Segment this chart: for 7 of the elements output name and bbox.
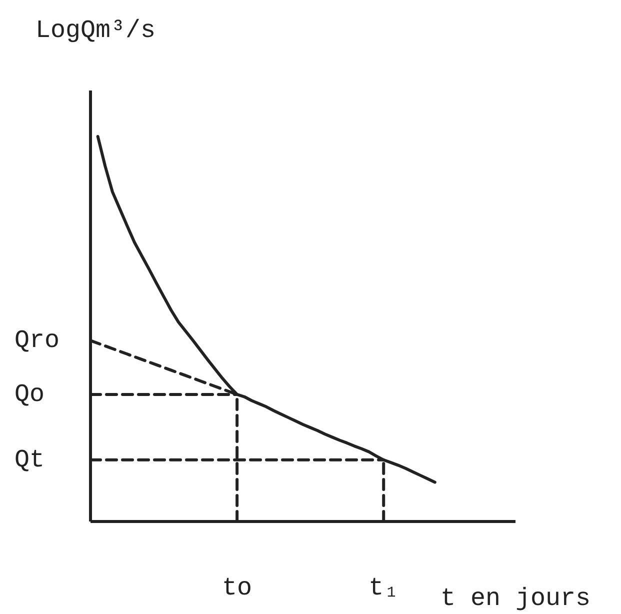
series-label: Qt: [14, 445, 45, 474]
x-tick-label: to: [222, 574, 252, 602]
series-label: Qo: [14, 380, 45, 409]
series-label: Qro: [14, 326, 60, 356]
x-axis-title: t en jours: [440, 584, 591, 613]
x-tick-label: t₁: [368, 574, 399, 602]
y-axis-title: LogQm³/s: [35, 16, 156, 45]
